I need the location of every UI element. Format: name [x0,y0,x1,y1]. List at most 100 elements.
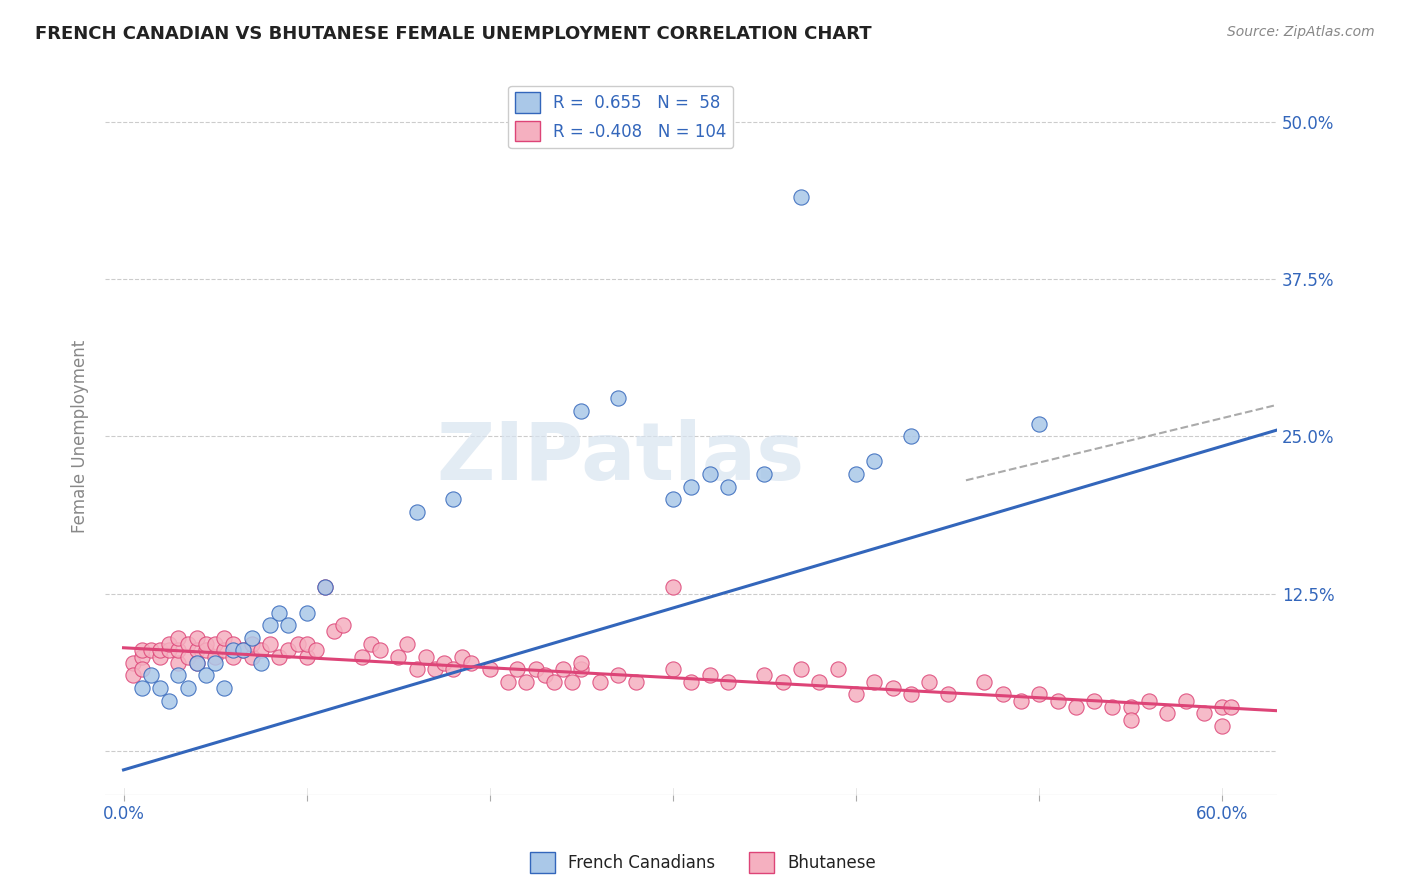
Point [699,668,721,682]
Point [269,606,291,620]
Point [1211,719,1233,733]
Point [405,505,427,519]
Point [1220,700,1243,714]
Point [900,429,922,443]
Point [194,668,217,682]
Point [1119,713,1142,727]
Text: Source: ZipAtlas.com: Source: ZipAtlas.com [1227,25,1375,39]
Point [478,662,501,676]
Point [699,467,721,481]
Point [269,649,291,664]
Point [863,674,886,689]
Point [607,668,630,682]
Point [515,674,537,689]
Point [259,618,281,632]
Point [681,480,703,494]
Point [157,693,180,707]
Point [222,637,245,651]
Point [626,674,648,689]
Point [240,649,263,664]
Point [240,637,263,651]
Point [845,687,868,701]
Point [139,668,162,682]
Point [918,674,941,689]
Point [131,643,153,657]
Point [131,681,153,695]
Point [212,681,235,695]
Point [240,631,263,645]
Point [212,643,235,657]
Point [139,643,162,657]
Point [662,662,685,676]
Point [496,674,519,689]
Point [754,467,776,481]
Point [131,662,153,676]
Point [1174,693,1197,707]
Point [863,454,886,468]
Point [194,637,217,651]
Point [607,392,630,406]
Point [277,618,299,632]
Point [360,637,382,651]
Point [350,649,373,664]
Point [222,643,245,657]
Point [167,643,190,657]
Point [423,662,446,676]
Point [433,656,456,670]
Point [827,662,849,676]
Point [790,662,813,676]
Point [589,674,612,689]
Point [157,637,180,651]
Point [222,649,245,664]
Point [194,643,217,657]
Point [441,492,464,507]
Point [295,606,318,620]
Point [533,668,555,682]
Point [1083,693,1105,707]
Point [551,662,574,676]
Point [167,631,190,645]
Point [323,624,346,639]
Point [305,643,328,657]
Point [662,580,685,594]
Point [204,649,226,664]
Point [1211,700,1233,714]
Point [754,668,776,682]
Point [232,643,254,657]
Point [259,637,281,651]
Text: FRENCH CANADIAN VS BHUTANESE FEMALE UNEMPLOYMENT CORRELATION CHART: FRENCH CANADIAN VS BHUTANESE FEMALE UNEM… [35,25,872,43]
Point [149,649,172,664]
Point [1156,706,1178,721]
Point [149,643,172,657]
Point [387,649,409,664]
Point [277,643,299,657]
Point [543,674,565,689]
Point [451,649,474,664]
Point [845,467,868,481]
Point [1046,693,1069,707]
Point [186,656,208,670]
Point [131,649,153,664]
Y-axis label: Female Unemployment: Female Unemployment [72,340,89,533]
Point [314,580,336,594]
Point [186,643,208,657]
Point [1101,700,1123,714]
Point [662,492,685,507]
Point [212,631,235,645]
Point [176,649,198,664]
Point [232,643,254,657]
Legend: R =  0.655   N =  58, R = -0.408   N = 104: R = 0.655 N = 58, R = -0.408 N = 104 [509,86,734,148]
Point [1028,417,1050,431]
Point [287,637,309,651]
Point [157,643,180,657]
Point [176,637,198,651]
Point [121,668,143,682]
Point [717,480,740,494]
Point [441,662,464,676]
Point [900,687,922,701]
Point [167,668,190,682]
Point [149,681,172,695]
Point [121,656,143,670]
Point [460,656,482,670]
Point [882,681,904,695]
